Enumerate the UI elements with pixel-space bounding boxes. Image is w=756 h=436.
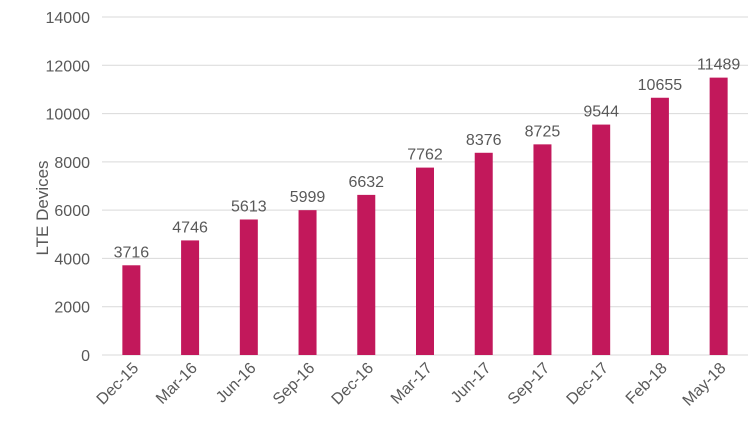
data-label: 3716 xyxy=(114,244,150,261)
x-tick-label: Sep-16 xyxy=(270,360,319,409)
data-label: 6632 xyxy=(348,174,384,191)
x-tick-label: Jun-17 xyxy=(448,360,495,407)
bar-sep-17 xyxy=(533,144,552,355)
data-label: 11489 xyxy=(697,57,740,74)
x-axis-ticks: Dec-15 Mar-16 Jun-16 Sep-16 Dec-16 Mar-17 Jun-… xyxy=(94,360,730,410)
data-label: 9544 xyxy=(583,104,619,121)
bar-mar-16 xyxy=(181,240,200,355)
x-tick-label: Dec-15 xyxy=(94,360,143,409)
data-label: 8376 xyxy=(466,132,502,149)
y-axis-title: LTE Devices xyxy=(33,160,52,255)
bar-sep-16 xyxy=(298,210,317,355)
x-tick-label: Dec-17 xyxy=(564,360,613,409)
data-label: 5613 xyxy=(231,198,267,215)
data-label: 5999 xyxy=(290,189,326,206)
bar-jun-17 xyxy=(474,152,493,355)
data-label: 8725 xyxy=(525,123,561,140)
x-tick-label: May-18 xyxy=(680,360,730,410)
bar-dec-16 xyxy=(357,194,376,355)
y-tick-label: 4000 xyxy=(54,251,90,268)
x-tick-label: Mar-16 xyxy=(153,360,201,408)
y-tick-label: 2000 xyxy=(54,300,90,317)
y-tick-label: 12000 xyxy=(46,58,91,75)
y-axis-ticks: 0 2000 4000 6000 8000 10000 12000 14000 xyxy=(46,10,91,365)
bar-feb-18 xyxy=(650,97,669,355)
bar-may-18 xyxy=(709,77,728,355)
bar-dec-17 xyxy=(592,124,611,356)
y-tick-label: 0 xyxy=(81,348,90,365)
data-labels: 3716 4746 5613 5999 6632 7762 8376 8725 9544 1065… xyxy=(114,57,741,262)
y-tick-label: 10000 xyxy=(46,107,91,124)
data-label: 4746 xyxy=(172,219,208,236)
bar-jun-16 xyxy=(239,219,258,355)
data-label: 7762 xyxy=(407,147,443,164)
y-tick-label: 14000 xyxy=(46,10,91,27)
x-tick-label: Sep-17 xyxy=(505,360,554,409)
x-tick-label: Feb-18 xyxy=(623,360,671,408)
x-tick-label: Dec-16 xyxy=(329,360,378,409)
x-tick-label: Mar-17 xyxy=(388,360,436,408)
bar-dec-15 xyxy=(122,265,141,355)
x-tick-label: Jun-16 xyxy=(213,360,260,407)
y-tick-label: 8000 xyxy=(54,155,90,172)
y-tick-label: 6000 xyxy=(54,203,90,220)
bar-mar-17 xyxy=(416,167,434,355)
data-label: 10655 xyxy=(638,77,683,94)
bars xyxy=(122,77,728,356)
